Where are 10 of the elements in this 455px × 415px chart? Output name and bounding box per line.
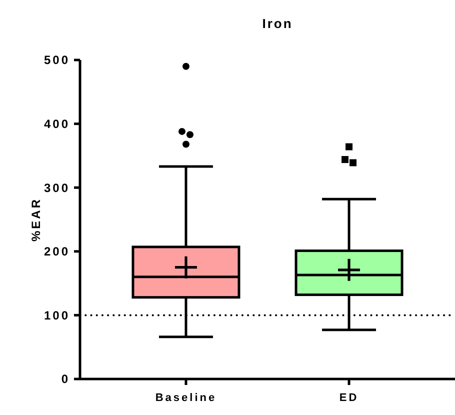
y-axis-title: %EAR [29, 197, 43, 242]
chart-title: Iron [262, 16, 293, 31]
y-tick-label: 0 [61, 372, 70, 386]
x-tick-label: Baseline [155, 392, 217, 404]
y-tick-label: 500 [44, 53, 70, 68]
x-tick-label: ED [339, 392, 359, 404]
y-tick-label: 100 [44, 308, 70, 322]
y-tick-label: 300 [44, 180, 70, 195]
y-tick-label: 200 [44, 244, 70, 259]
y-tick-label: 400 [44, 117, 70, 131]
